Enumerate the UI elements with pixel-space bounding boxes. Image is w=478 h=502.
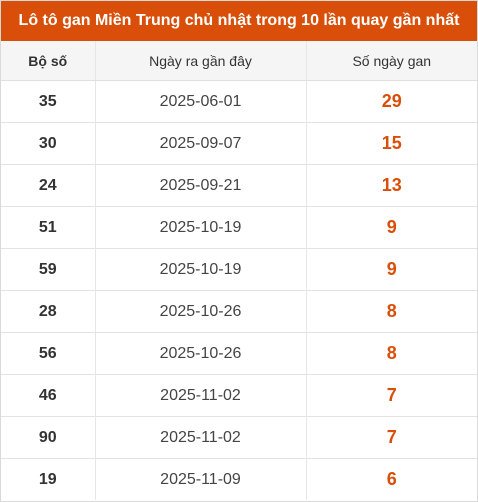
- table-body: 35 2025-06-01 29 30 2025-09-07 15 24 2025-09-21…: [1, 80, 477, 500]
- number-cell: 51: [1, 206, 96, 249]
- date-cell: 2025-10-19: [95, 248, 307, 291]
- date-cell: 2025-11-02: [95, 374, 307, 417]
- date-cell: 2025-11-02: [95, 416, 307, 459]
- header-number: Bộ số: [1, 41, 96, 81]
- table-row: 19 2025-11-09 6: [1, 458, 477, 500]
- table-title: Lô tô gan Miền Trung chủ nhật trong 10 l…: [1, 1, 477, 41]
- date-cell: 2025-11-09: [95, 458, 307, 500]
- table-row: 28 2025-10-26 8: [1, 290, 477, 333]
- days-cell: 7: [306, 374, 477, 417]
- number-cell: 28: [1, 290, 96, 333]
- number-cell: 19: [1, 458, 96, 500]
- number-cell: 35: [1, 80, 96, 123]
- date-cell: 2025-10-26: [95, 332, 307, 375]
- table-row: 56 2025-10-26 8: [1, 332, 477, 375]
- date-cell: 2025-09-07: [95, 122, 307, 165]
- date-cell: 2025-10-26: [95, 290, 307, 333]
- days-cell: 7: [306, 416, 477, 459]
- header-date: Ngày ra gần đây: [95, 41, 307, 81]
- days-cell: 6: [306, 458, 477, 500]
- date-cell: 2025-09-21: [95, 164, 307, 207]
- days-cell: 8: [306, 290, 477, 333]
- days-cell: 8: [306, 332, 477, 375]
- table-row: 90 2025-11-02 7: [1, 416, 477, 459]
- days-cell: 29: [381, 91, 402, 111]
- date-cell: 2025-10-19: [95, 206, 307, 249]
- table-row: 35 2025-06-01 29: [1, 80, 477, 123]
- number-cell: 24: [1, 164, 96, 207]
- number-cell: 56: [1, 332, 96, 375]
- table-row: 30 2025-09-07 15: [1, 122, 477, 165]
- table-row: 51 2025-10-19 9: [1, 206, 477, 249]
- number-cell: 46: [1, 374, 96, 417]
- days-cell: 15: [306, 122, 477, 165]
- table-row: 24 2025-09-21 13: [1, 164, 477, 207]
- table-row: 59 2025-10-19 9: [1, 248, 477, 291]
- days-cell: 9: [306, 248, 477, 291]
- header-days: Số ngày gan: [306, 41, 477, 81]
- number-cell: 59: [1, 248, 96, 291]
- lo-gan-table: Bộ số Ngày ra gần đây Số ngày gan 35 2025…: [1, 41, 477, 500]
- date-cell: 2025-06-01: [95, 80, 307, 123]
- table-row: 46 2025-11-02 7: [1, 374, 477, 417]
- number-cell: 30: [1, 122, 96, 165]
- number-cell: 90: [1, 416, 96, 459]
- days-cell: 13: [306, 164, 477, 207]
- table-header-row: Bộ số Ngày ra gần đây Số ngày gan: [1, 41, 477, 81]
- days-cell: 9: [306, 206, 477, 249]
